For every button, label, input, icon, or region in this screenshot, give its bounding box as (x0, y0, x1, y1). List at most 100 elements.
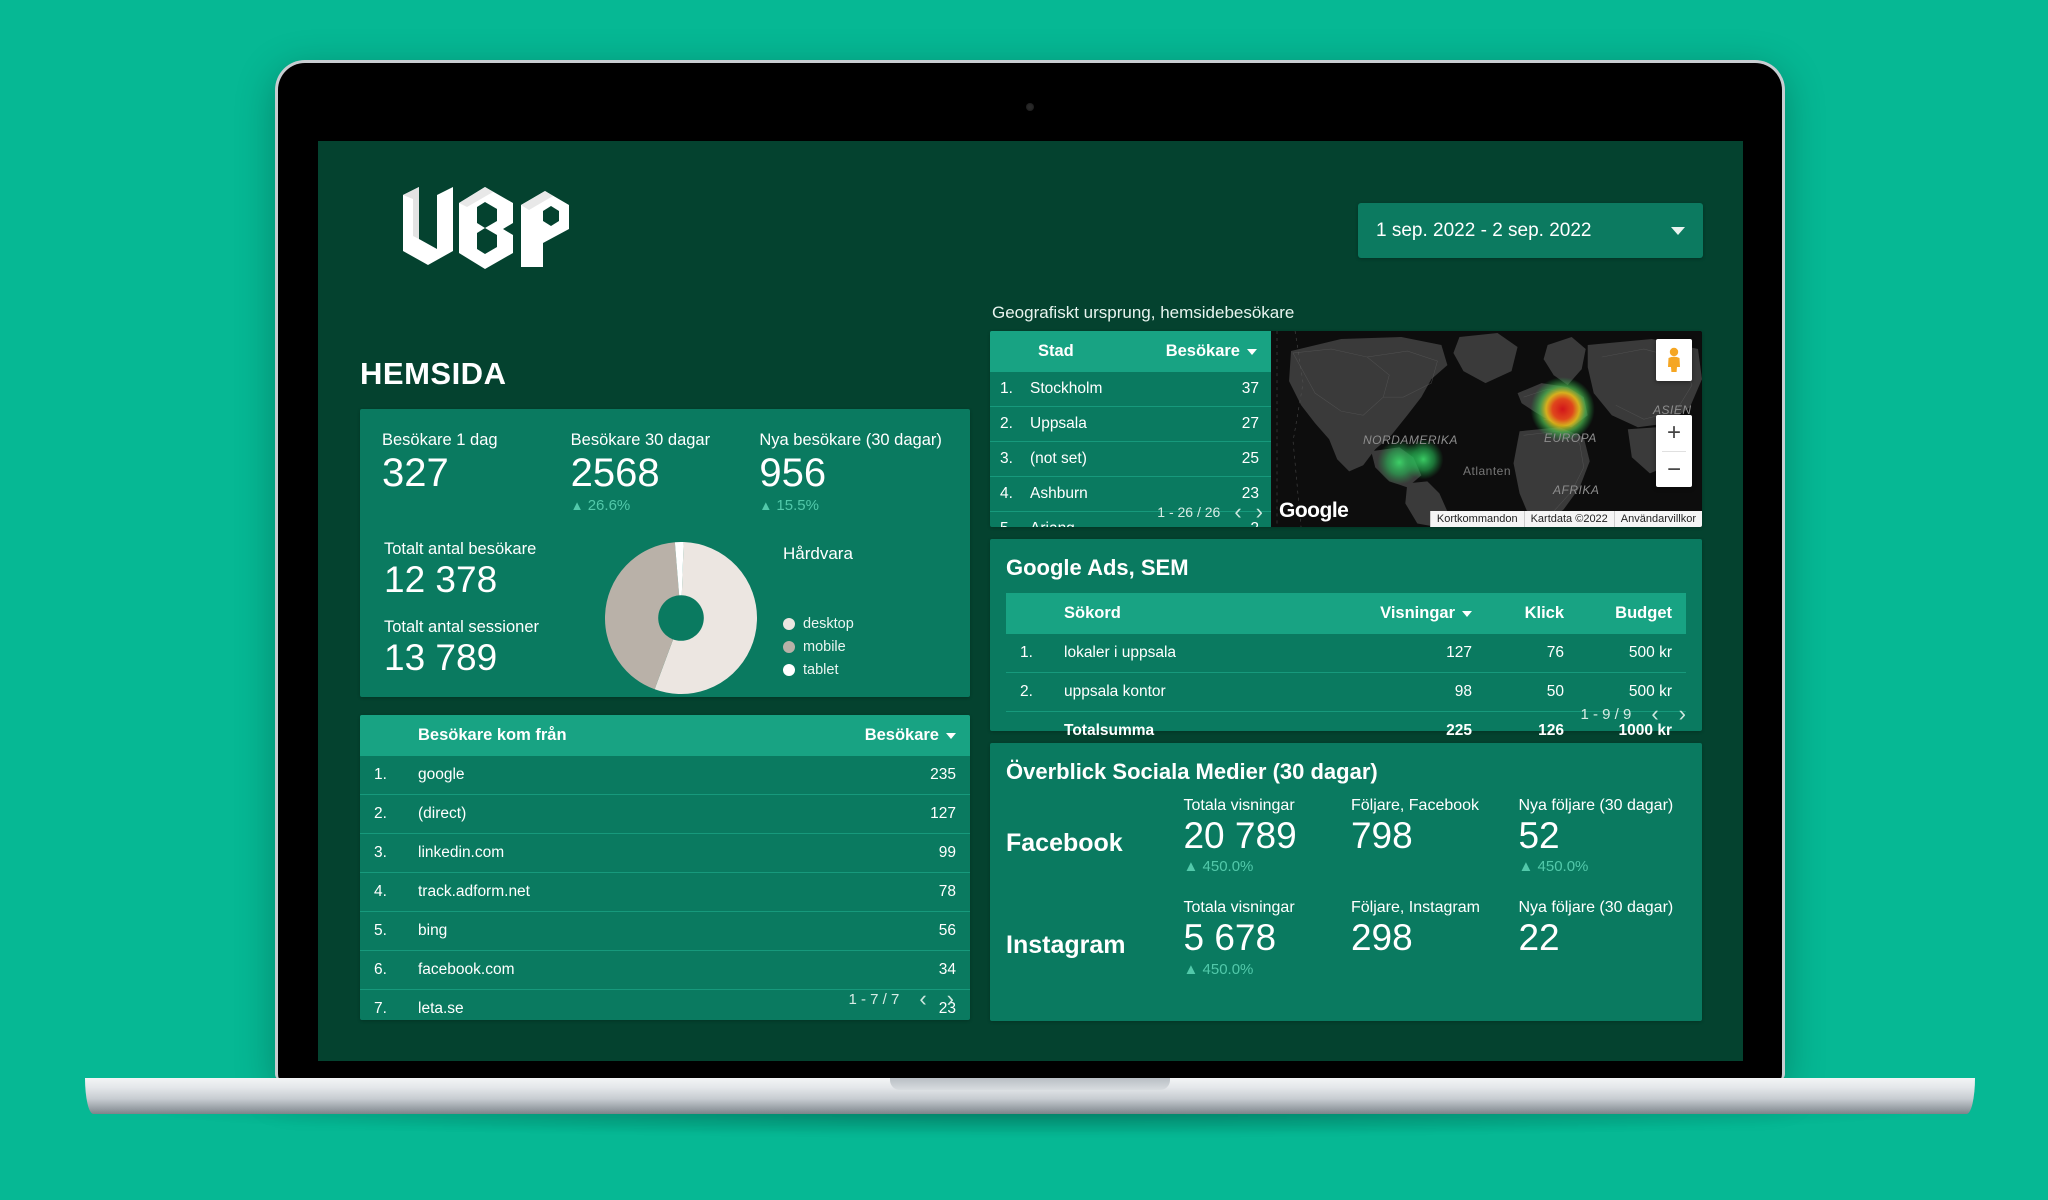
legend-item-mobile: mobile (783, 639, 948, 655)
cell-rank: 2. (360, 794, 404, 834)
metric-value: 52 (1518, 815, 1560, 856)
th-budget[interactable]: Budget (1578, 593, 1686, 634)
th-visitors[interactable]: Besökare (1126, 331, 1271, 372)
metric-delta: ▲ 450.0% (1183, 858, 1351, 875)
cell-clicks: 50 (1486, 672, 1578, 712)
arrow-up-icon: ▲ (1183, 960, 1199, 978)
table-row[interactable]: 3. (not set) 25 (990, 441, 1271, 477)
social-row-instagram: Instagram Totala visningar 5 678 ▲ 450.0… (1006, 899, 1686, 977)
kpi-delta-value: 15.5% (776, 497, 819, 515)
th-visitors-label: Besökare (1165, 342, 1240, 360)
table-row[interactable]: 4. Ashburn 23 (990, 476, 1271, 512)
pager-next-button[interactable]: › (946, 986, 954, 1011)
table-row[interactable]: 5. Arjang 2 (990, 511, 1271, 527)
table-row[interactable]: 6. facebook.com 34 (360, 950, 970, 990)
laptop-screen: 1 sep. 2022 - 2 sep. 2022 HEMSIDA Besöka… (318, 141, 1743, 1061)
table-row[interactable]: 3. linkedin.com 99 (360, 833, 970, 873)
th-impressions[interactable]: Visningar (1356, 593, 1486, 634)
metric-delta-value: 450.0% (1537, 858, 1589, 876)
kpi-label: Nya besökare (30 dagar) (759, 431, 942, 449)
hardware-legend: Hårdvara desktop mobile (783, 540, 948, 685)
pager-prev-button[interactable]: ‹ (919, 986, 927, 1011)
table-row[interactable]: 1. google 235 (360, 756, 970, 795)
metric-facebook-new-followers: Nya följare (30 dagar) 52 ▲ 450.0% (1518, 797, 1686, 875)
th-visitors-label: Besökare (864, 726, 939, 744)
table-row[interactable]: 1. lokaler i uppsala 127 76 500 kr (1006, 634, 1686, 673)
pager-next-button[interactable]: › (1678, 701, 1686, 726)
geo-heatmap[interactable]: NORDAMERIKA EUROPA AFRIKA ASIEN Atlanten (1271, 331, 1702, 527)
kpi-label: Besökare 1 dag (382, 431, 498, 449)
hardware-block: Totalt antal besökare 12 378 Totalt anta… (382, 540, 948, 695)
referrals-card: Besökare kom från Besökare 1. google 235 (360, 715, 970, 1020)
cell-visitors: 23 (1126, 476, 1271, 512)
sort-desc-icon (946, 732, 956, 739)
date-range-picker[interactable]: 1 sep. 2022 - 2 sep. 2022 (1358, 203, 1703, 258)
cell-visitors: 78 (741, 872, 970, 912)
th-visitors[interactable]: Besökare (741, 715, 970, 756)
th-source[interactable]: Besökare kom från (404, 715, 742, 756)
table-row[interactable]: 1. Stockholm 37 (990, 372, 1271, 407)
kpi-value: 2568 (570, 451, 660, 495)
ads-table-body: 1. lokaler i uppsala 127 76 500 kr 2. up… (1006, 634, 1686, 750)
arrow-up-icon: ▲ (570, 498, 584, 514)
google-ads-card: Google Ads, SEM Sökord Visningar Klick B… (990, 539, 1702, 739)
pegman-icon[interactable] (1656, 339, 1692, 381)
hardware-donut-chart (605, 542, 757, 695)
zoom-out-button[interactable]: − (1666, 456, 1681, 483)
cell-rank: 4. (360, 872, 404, 912)
metric-value: 298 (1350, 917, 1413, 959)
geo-table-body: 1. Stockholm 37 2. Uppsala 27 (990, 372, 1271, 527)
cell-rank: 5. (360, 911, 404, 951)
cell-budget: 500 kr (1578, 634, 1686, 673)
cell-visitors: 99 (741, 833, 970, 873)
zoom-in-button[interactable]: + (1666, 419, 1681, 446)
cell-rank (1006, 712, 1050, 751)
page-title: HEMSIDA (360, 356, 507, 391)
ubp-logo (393, 179, 583, 275)
table-row[interactable]: 5. bing 56 (360, 911, 970, 951)
table-row[interactable]: 4. track.adform.net 78 (360, 872, 970, 912)
table-row[interactable]: 7. leta.se 23 (360, 989, 970, 1020)
pager-prev-button[interactable]: ‹ (1651, 701, 1659, 726)
table-row[interactable]: 2. Uppsala 27 (990, 406, 1271, 442)
geo-table-wrap: Stad Besökare 1. Stockholm 37 (990, 331, 1271, 527)
geo-caption: Geografiskt ursprung, hemsidebesökare (992, 303, 1295, 322)
th-city[interactable]: Stad (1024, 331, 1127, 372)
attrib-keyboard-shortcuts[interactable]: Kortkommandon (1429, 511, 1524, 527)
kpi-value: 956 (759, 451, 827, 495)
table-row[interactable]: 2. (direct) 127 (360, 794, 970, 834)
map-zoom-control[interactable]: + − (1656, 415, 1692, 487)
table-row[interactable]: 2. uppsala kontor 98 50 500 kr (1006, 672, 1686, 712)
cell-rank: 2. (990, 406, 1024, 442)
th-impressions-label: Visningar (1380, 604, 1455, 622)
th-keyword[interactable]: Sökord (1050, 593, 1356, 634)
cell-city: (not set) (1024, 441, 1127, 477)
totals-column: Totalt antal besökare 12 378 Totalt anta… (382, 540, 597, 695)
metric-label: Totala visningar (1183, 899, 1295, 917)
legend-item-tablet: tablet (783, 662, 948, 678)
pager-range: 1 - 7 / 7 (848, 990, 900, 1008)
date-range-value: 1 sep. 2022 - 2 sep. 2022 (1376, 219, 1592, 241)
referrals-table-body: 1. google 235 2. (direct) 127 (360, 756, 970, 1020)
metric-facebook-impressions: Totala visningar 20 789 ▲ 450.0% (1183, 797, 1351, 875)
attrib-terms[interactable]: Användarvillkor (1613, 511, 1702, 527)
th-clicks[interactable]: Klick (1486, 593, 1578, 634)
geo-table: Stad Besökare 1. Stockholm 37 (990, 331, 1271, 527)
cell-visitors: 25 (1126, 441, 1271, 477)
ads-table: Sökord Visningar Klick Budget 1. lokaler… (1006, 593, 1686, 750)
cell-total-impressions: 225 (1446, 722, 1472, 739)
cell-visitors: 27 (1126, 406, 1271, 442)
platform-name-instagram: Instagram (1006, 931, 1126, 960)
metric-label: Följare, Instagram (1350, 899, 1480, 917)
pager-prev-button[interactable]: ‹ (1234, 499, 1242, 524)
cell-visitors: 235 (741, 756, 970, 795)
th-rank (1006, 593, 1050, 634)
legend-label: mobile (803, 639, 846, 656)
legend-swatch-icon (783, 618, 795, 631)
table-total-row: Totalsumma 225 126 1000 kr (1006, 712, 1686, 751)
geo-table-head: Stad Besökare (990, 331, 1271, 372)
map-attribution: Kortkommandon Kartdata ©2022 Användarvil… (1429, 511, 1702, 527)
pager-next-button[interactable]: › (1255, 499, 1263, 524)
kpi-label: Besökare 30 dagar (570, 431, 711, 449)
cell-city: Ashburn (1024, 476, 1127, 512)
